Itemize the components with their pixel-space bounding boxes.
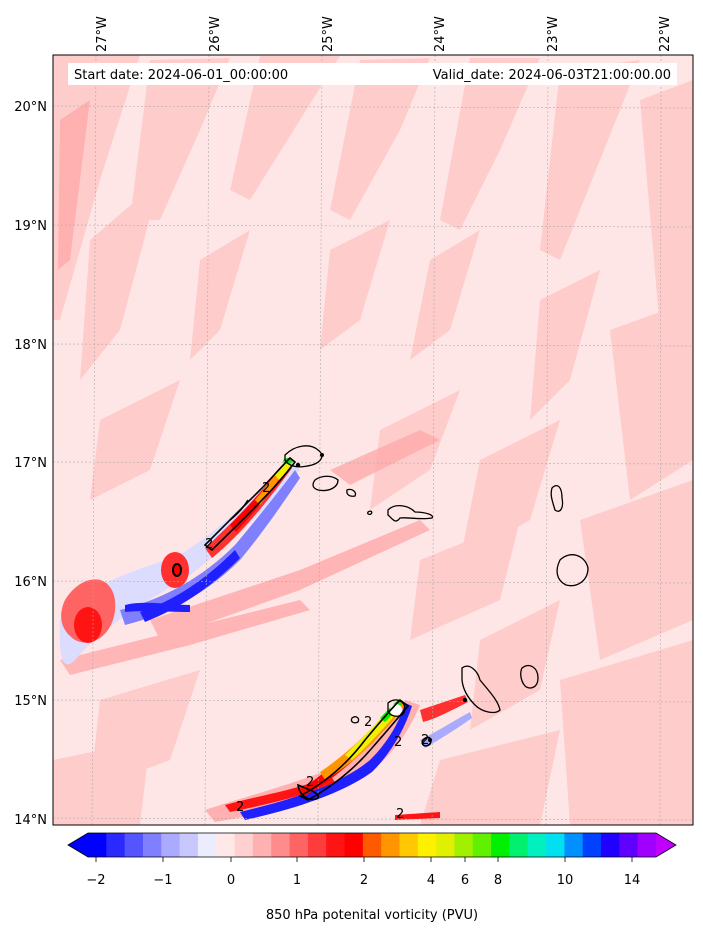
island-santo-antao [284,445,323,468]
colorbar-segment [124,833,144,857]
colorbar-segment [179,833,199,857]
colorbar-segment [362,833,382,857]
colorbar-segment [454,833,474,857]
colorbar-segment [564,833,584,857]
island-santiago [461,665,501,714]
lat-label: 17°N [14,456,47,471]
colorbar-tick-label: 6 [461,873,469,888]
start-date-label: Start date: 2024-06-01_00:00:00 [74,68,288,83]
colorbar-segment [344,833,364,857]
colorbar-segment [307,833,327,857]
colorbar-segment [289,833,309,857]
colorbar-segment [326,833,346,857]
longitude-labels: 27°W 26°W 25°W 24°W 23°W 22°W [95,16,673,52]
colorbar-tick-label: 8 [494,873,502,888]
colorbar-segment [234,833,254,857]
colorbar-under-triangle [68,833,88,857]
contour-label: 2 [205,537,213,552]
colorbar-tick-label: −1 [153,873,172,888]
colorbar-tick-label: 10 [557,873,574,888]
contour-label: 2 [236,800,244,815]
colorbar-segment [601,833,620,857]
colorbar: −2 −1 0 1 2 4 6 8 10 14 850 hPa potenital vortici… [67,832,677,923]
lat-label: 14°N [14,813,47,828]
contour-label: 2 [394,735,402,750]
island-brava [350,716,360,724]
contour-label: 2 [396,807,404,822]
island-fogo [387,699,406,717]
lon-label: 24°W [433,16,448,52]
lat-label: 16°N [14,575,47,590]
pv-field-pink-bands [58,100,440,675]
lon-label: 23°W [546,16,561,52]
lat-label: 19°N [14,219,47,234]
colorbar-title: 850 hPa potenital vorticity (PVU) [266,908,478,923]
colorbar-segment [216,833,236,857]
map-panel: 2 2 2 2 2 2 2 2 [53,55,693,825]
colorbar-segment [491,833,510,857]
island-branco [367,510,373,516]
date-info-box [68,63,677,85]
contour-label: 2 [306,775,314,790]
graticule [53,55,693,825]
colorbar-segment [399,833,419,857]
colorbar-ticks: −2 −1 0 1 2 4 6 8 10 14 [86,857,640,888]
island-sal [550,484,564,512]
colorbar-segment [436,833,455,857]
colorbar-segment [271,833,291,857]
island-sao-nicolau [387,505,434,522]
colorbar-segment [509,833,529,857]
colorbar-tick-label: −2 [86,873,105,888]
colorbar-segment [197,833,217,857]
colorbar-over-triangle [656,833,676,857]
lon-label: 27°W [95,16,110,52]
island-maio [520,664,539,689]
lat-label: 18°N [14,338,47,353]
colorbar-segment [417,833,437,857]
colorbar-segment [472,833,492,857]
lon-label: 26°W [208,16,223,52]
colorbar-tick-label: 4 [427,873,435,888]
colorbar-segment [582,833,602,857]
colorbar-segment [142,833,162,857]
colorbar-segment [106,833,126,857]
colorbar-tick-label: 14 [624,873,641,888]
colorbar-tick-label: 1 [293,873,301,888]
colorbar-segment [546,833,565,857]
lat-label: 15°N [14,694,47,709]
coastlines [284,445,589,724]
colorbar-tick-label: 2 [360,873,368,888]
colorbar-tick-label: 0 [227,873,235,888]
contour-labels: 2 2 2 2 2 2 2 2 [205,481,429,822]
contour-label: 2 [421,733,429,748]
colorbar-segment [252,833,272,857]
contour-label: 2 [364,715,372,730]
latitude-labels: 20°N 19°N 18°N 17°N 16°N 15°N 14°N [14,100,47,828]
colorbar-segment [88,833,107,857]
colorbar-outline [67,832,677,858]
lat-label: 20°N [14,100,47,115]
contour-label: 2 [262,481,270,496]
colorbar-segment [619,833,639,857]
valid-date-label: Valid_date: 2024-06-03T21:00:00.00 [433,68,671,83]
island-boa-vista [556,554,589,587]
colorbar-segment [527,833,547,857]
lon-label: 22°W [658,16,673,52]
island-sao-vicente [312,475,339,492]
colorbar-segment [637,833,657,857]
colorbar-segment [161,833,181,857]
pv-contours [203,456,432,801]
colorbar-segment [381,833,400,857]
island-santa-luzia [346,488,357,497]
colorbar-segments [88,833,657,857]
map-border [52,54,694,826]
lon-label: 25°W [321,16,336,52]
